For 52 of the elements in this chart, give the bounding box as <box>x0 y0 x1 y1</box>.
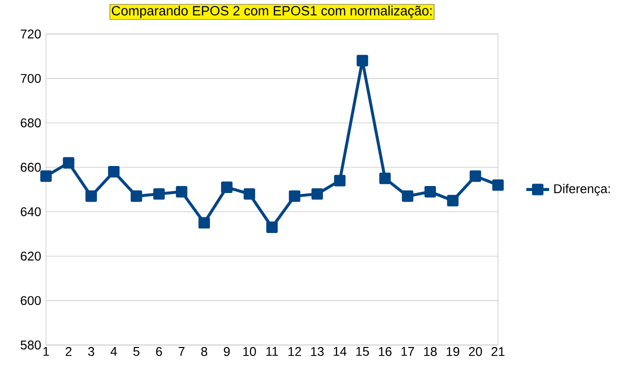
point <box>130 190 142 202</box>
x-tick-label: 19 <box>446 347 460 356</box>
x-tick-label: 4 <box>110 347 117 356</box>
point <box>424 186 436 198</box>
point <box>40 170 52 182</box>
point <box>198 217 210 229</box>
x-tick-label: 2 <box>66 347 72 356</box>
point <box>176 186 188 198</box>
x-tick-label: 13 <box>311 347 324 356</box>
x-tick-label: 16 <box>378 347 392 356</box>
point <box>311 188 323 200</box>
x-tick-label: 15 <box>356 347 369 356</box>
point <box>334 174 346 186</box>
legend-label: Diferença: <box>554 184 610 196</box>
y-tick-label: 620 <box>20 252 41 261</box>
x-tick-label: 18 <box>424 347 437 356</box>
x-tick-label: 20 <box>468 347 482 356</box>
y-tick-label: 600 <box>20 296 41 306</box>
y-tick-label: 680 <box>20 118 41 128</box>
point <box>447 194 459 206</box>
x-tick-label: 6 <box>156 347 162 356</box>
point <box>402 190 414 202</box>
point <box>470 170 482 182</box>
x-tick-label: 5 <box>133 347 140 356</box>
y-tick-label: 640 <box>20 207 41 216</box>
point <box>85 190 97 202</box>
point <box>221 182 233 194</box>
x-tick-label: 12 <box>288 347 302 356</box>
x-tick-label: 10 <box>243 347 256 356</box>
x-tick-label: 17 <box>402 347 414 356</box>
point <box>108 166 120 178</box>
x-tick-label: 11 <box>266 347 278 356</box>
x-tick-label: 1 <box>43 347 49 356</box>
point <box>153 188 165 200</box>
x-tick-label: 3 <box>88 347 94 356</box>
y-tick-label: 720 <box>20 30 41 38</box>
y-tick-label: 700 <box>20 74 41 83</box>
chart-title: Comparando EPOS 2 com EPOS1 com normalização: <box>112 6 432 18</box>
y-tick-label: 660 <box>20 162 41 172</box>
point <box>62 157 74 169</box>
y-tick-label: 580 <box>20 340 41 350</box>
point <box>492 179 504 191</box>
point <box>379 172 391 184</box>
x-tick-label: 8 <box>201 347 208 356</box>
point <box>356 54 368 66</box>
x-tick-label: 21 <box>492 347 504 356</box>
x-tick-label: 14 <box>334 347 346 356</box>
point <box>288 190 300 202</box>
point <box>266 222 278 233</box>
x-tick-label: 7 <box>178 347 184 356</box>
x-tick-label: 9 <box>224 347 230 356</box>
point <box>244 188 256 200</box>
